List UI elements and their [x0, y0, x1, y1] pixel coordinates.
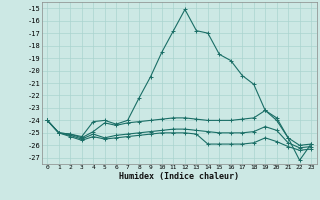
X-axis label: Humidex (Indice chaleur): Humidex (Indice chaleur): [119, 172, 239, 181]
